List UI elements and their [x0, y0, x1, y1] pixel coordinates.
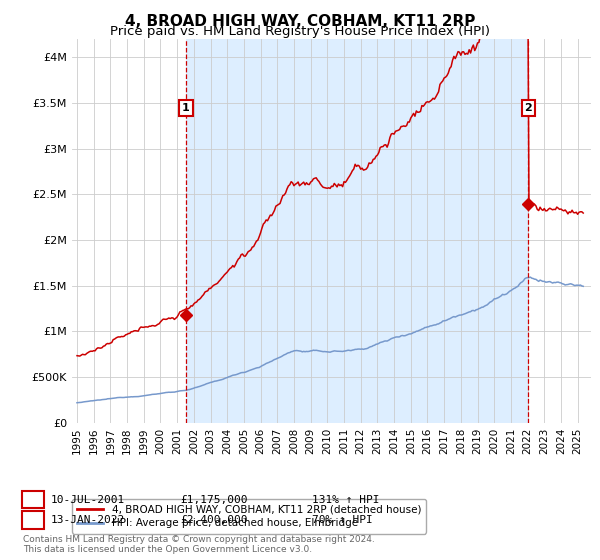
FancyBboxPatch shape — [22, 511, 44, 529]
Bar — [186, 39, 528, 423]
Text: £2,400,000: £2,400,000 — [180, 515, 248, 525]
Text: 131% ↑ HPI: 131% ↑ HPI — [312, 494, 380, 505]
Text: Contains HM Land Registry data © Crown copyright and database right 2024.
This d: Contains HM Land Registry data © Crown c… — [23, 535, 374, 554]
Text: 4, BROAD HIGH WAY, COBHAM, KT11 2RP: 4, BROAD HIGH WAY, COBHAM, KT11 2RP — [125, 14, 475, 29]
Text: 13-JAN-2022: 13-JAN-2022 — [51, 515, 125, 525]
Text: Price paid vs. HM Land Registry's House Price Index (HPI): Price paid vs. HM Land Registry's House … — [110, 25, 490, 38]
Text: £1,175,000: £1,175,000 — [180, 494, 248, 505]
Legend: 4, BROAD HIGH WAY, COBHAM, KT11 2RP (detached house), HPI: Average price, detach: 4, BROAD HIGH WAY, COBHAM, KT11 2RP (det… — [72, 499, 427, 534]
Text: 1: 1 — [29, 494, 37, 505]
FancyBboxPatch shape — [22, 491, 44, 508]
Text: 2: 2 — [29, 515, 37, 525]
Text: 1: 1 — [182, 103, 190, 113]
Text: 70% ↑ HPI: 70% ↑ HPI — [312, 515, 373, 525]
Text: 10-JUL-2001: 10-JUL-2001 — [51, 494, 125, 505]
Text: 2: 2 — [524, 103, 532, 113]
